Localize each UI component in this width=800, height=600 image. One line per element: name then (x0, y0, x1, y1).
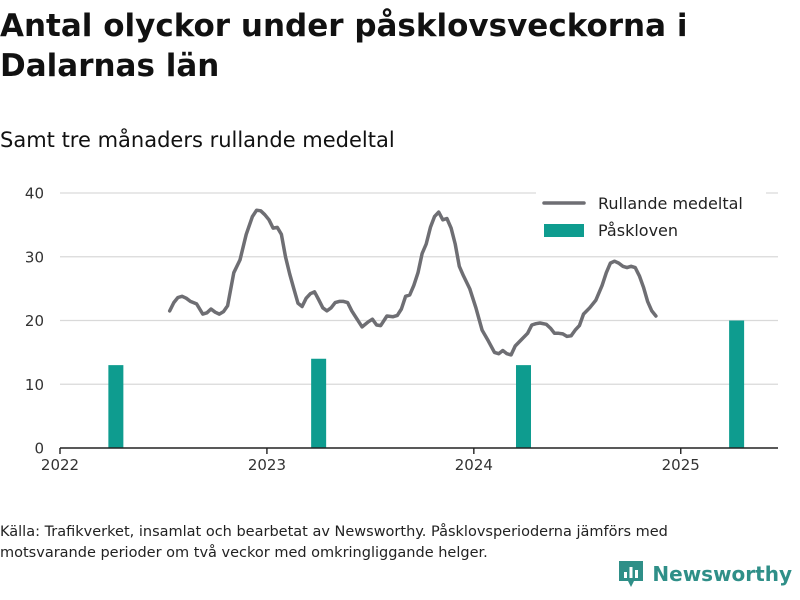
legend-label-rullande-medeltal: Rullande medeltal (598, 194, 743, 213)
brand-name: Newsworthy (652, 562, 792, 586)
series-paskloven (108, 320, 745, 448)
chart-title: Antal olyckor under påsklovsveckorna i D… (0, 8, 688, 84)
y-tick-label-30: 30 (25, 248, 44, 266)
y-axis-tick-labels: 0 10 20 30 40 (25, 185, 44, 458)
source-note: Källa: Trafikverket, insamlat och bearbe… (0, 524, 668, 561)
chart-subtitle: Samt tre månaders rullande medeltal (0, 128, 395, 152)
x-axis: 2022 2023 2024 2025 (41, 448, 700, 474)
y-tick-label-40: 40 (25, 185, 44, 203)
y-tick-label-10: 10 (25, 376, 44, 394)
chart: 0 10 20 30 40 2022 2023 2024 2025 Rullande mede… (25, 185, 778, 474)
x-tick-label-2025: 2025 (662, 456, 700, 474)
newsworthy-logo-icon (619, 561, 644, 587)
y-tick-label-20: 20 (25, 312, 44, 330)
x-tick-label-2023: 2023 (248, 456, 286, 474)
legend-swatch-bar (544, 224, 584, 237)
x-tick-label-2024: 2024 (455, 456, 493, 474)
x-tick-label-2022: 2022 (41, 456, 79, 474)
bar-paskloven (729, 320, 745, 448)
y-tick-label-0: 0 (34, 440, 44, 458)
legend-label-paskloven: Påskloven (598, 221, 678, 240)
legend: Rullande medeltal Påskloven (536, 187, 766, 247)
bar-paskloven (108, 365, 124, 448)
brand-logo: Newsworthy (618, 560, 792, 588)
series-line-rullande-medeltal (167, 208, 658, 357)
bar-paskloven (311, 358, 327, 448)
bar-paskloven (515, 365, 531, 448)
